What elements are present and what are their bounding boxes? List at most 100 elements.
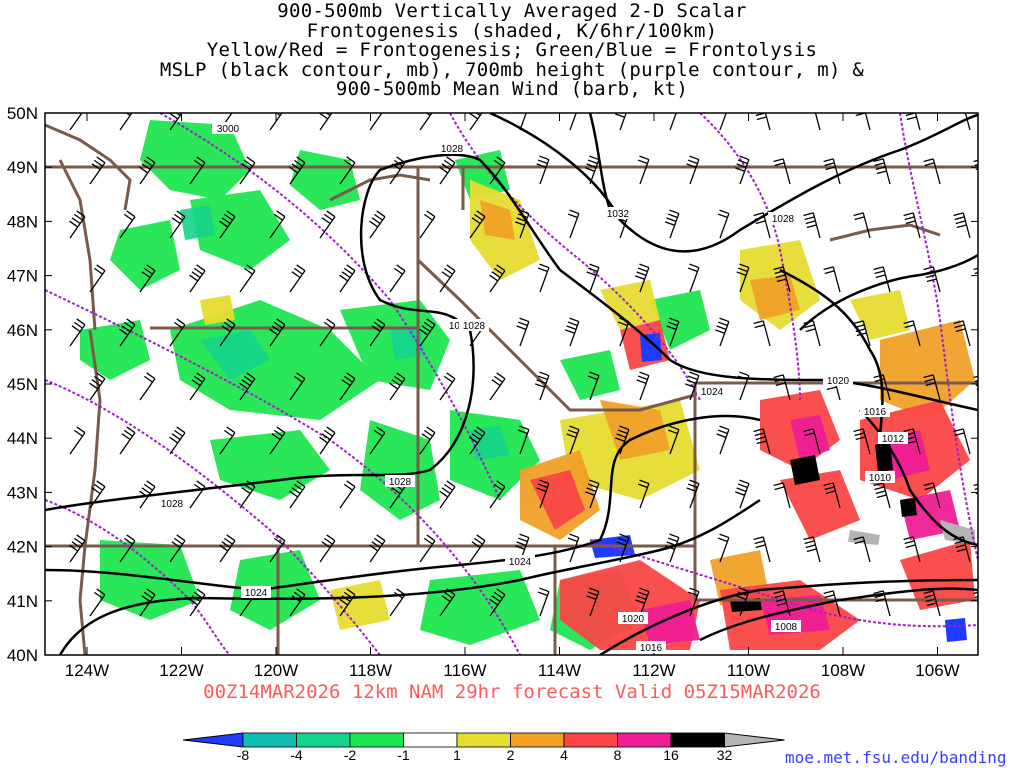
wind-barb (923, 266, 941, 293)
wind-barb (737, 371, 750, 401)
wind-barb (389, 264, 406, 293)
wind-barb (773, 266, 791, 293)
lat-label: 44N (7, 429, 38, 448)
wind-barb (269, 113, 283, 131)
wind-barb (873, 266, 891, 293)
wind-barb (853, 212, 871, 239)
wind-barb (517, 425, 530, 455)
wind-barb (717, 209, 730, 239)
wind-barb (516, 317, 530, 347)
wind-barb (389, 372, 406, 401)
wind-barb (369, 210, 386, 239)
wind-barb (585, 155, 600, 185)
colorbar-tick-label: -8 (237, 747, 250, 763)
wind-barb (89, 588, 106, 617)
mslp-contour-label: 1010 (869, 473, 892, 484)
wind-barb (169, 426, 186, 455)
wind-barb (289, 588, 306, 617)
wind-barb (823, 158, 841, 185)
forecast-valid-time: 00Z14MAR2026 12km NAM 29hr forecast Vali… (203, 681, 821, 703)
wind-barb (667, 425, 680, 455)
lat-label: 47N (7, 267, 38, 286)
wind-barb (439, 480, 456, 509)
wind-barb (753, 320, 771, 347)
wind-barb (489, 372, 506, 401)
wind-barb (923, 374, 941, 401)
lat-label: 41N (7, 592, 38, 611)
wind-barb (635, 263, 650, 293)
wind-barb (803, 428, 821, 455)
wind-barb (715, 317, 730, 347)
wind-barb (736, 587, 750, 617)
colorbar-segment (349, 732, 404, 748)
wind-barb (119, 113, 133, 131)
wind-barb (615, 425, 630, 455)
wind-barb (489, 264, 506, 293)
wind-barb (189, 588, 206, 617)
wind-barb (803, 536, 821, 563)
wind-barb (339, 156, 356, 185)
wind-barb (773, 590, 791, 617)
wind-barb (369, 113, 383, 131)
wind-barb (69, 318, 86, 347)
wind-barb (139, 264, 156, 293)
wind-barb (269, 318, 286, 347)
wind-barb (439, 264, 456, 293)
wind-barb (69, 426, 86, 455)
lat-label: 45N (7, 375, 38, 394)
wind-barb (586, 263, 600, 293)
colorbar-segment (456, 732, 511, 748)
wind-barb (903, 320, 921, 347)
wind-barb (687, 263, 700, 293)
wind-barb (719, 113, 727, 131)
title-line-2: Frontogenesis (shaded, K/6hr/100km) (306, 19, 718, 42)
wind-barb (369, 426, 386, 455)
chart-title: 900-500mb Vertically Averaged 2-D Scalar… (0, 1, 1024, 100)
colorbar-segment (296, 732, 351, 748)
title-line-5: 900-500mb Mean Wind (barb, kt) (335, 78, 689, 100)
colorbar-tick-label: 16 (663, 747, 679, 763)
mslp-contour-label: 1020 (622, 614, 645, 625)
wind-barb (717, 533, 730, 563)
wind-barb (716, 425, 730, 455)
wind-barb (119, 318, 136, 347)
lon-label: 120W (254, 661, 298, 680)
wind-barb (617, 317, 630, 347)
wind-barb (289, 372, 306, 401)
wind-barb (489, 156, 506, 185)
axis-ticks (45, 112, 978, 656)
mslp-contour-label: 1028 (389, 477, 412, 488)
mslp-contour-label: 1028 (772, 214, 795, 225)
wind-barb (923, 158, 941, 185)
wind-barb (566, 425, 580, 455)
wind-barb (536, 155, 550, 185)
colorbar-tick-label: 4 (560, 747, 568, 763)
wind-barb (69, 534, 86, 563)
wind-barb (666, 317, 680, 347)
wind-barb (753, 212, 771, 239)
wind-barb (139, 372, 156, 401)
mslp-contour-label: 1008 (775, 622, 798, 633)
wind-barb (853, 428, 871, 455)
wind-barb (489, 480, 506, 509)
wind-barb (319, 534, 336, 563)
lat-label: 50N (7, 104, 38, 123)
wind-barb (803, 320, 821, 347)
mslp-contour-label: 1028 (463, 321, 486, 332)
colorbar-left-arrow (182, 732, 244, 748)
wind-barb (773, 482, 791, 509)
wind-barb (823, 482, 841, 509)
colorbar-right-arrow (724, 732, 785, 748)
color-bar-labels: -8 -4 -2 -1 1 2 4 8 16 32 (237, 747, 733, 763)
wind-barb (585, 479, 600, 509)
source-credit-link[interactable]: moe.met.fsu.edu/banding (785, 748, 1007, 767)
mslp-contour-label: 1024 (245, 588, 268, 599)
wind-barb (973, 591, 978, 599)
colorbar-segment (563, 732, 618, 748)
latitude-labels: 50N 49N 48N 47N 46N 45N 44N 43N 42N 41N 40N (7, 104, 38, 665)
wind-barb (873, 158, 891, 185)
wind-barb (853, 320, 871, 347)
lat-label: 49N (7, 158, 38, 177)
wind-barb (537, 587, 550, 617)
